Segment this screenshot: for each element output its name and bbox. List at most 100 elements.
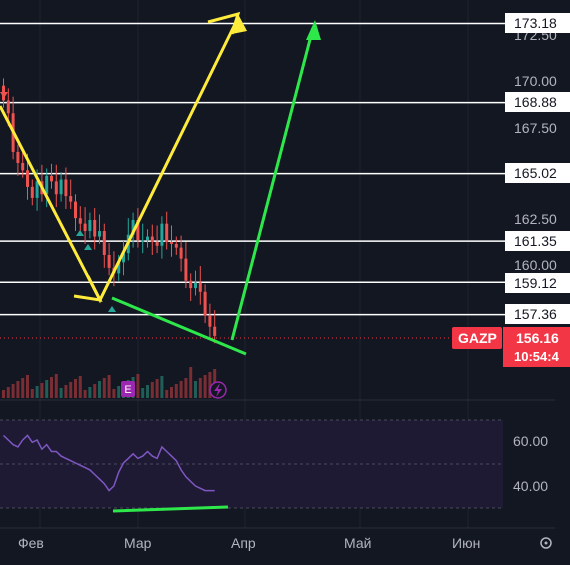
- symbol-label: GAZP: [458, 330, 497, 346]
- candle-body: [160, 223, 164, 246]
- volume-bar: [112, 389, 116, 398]
- candle-body: [184, 258, 188, 281]
- candle-body: [54, 181, 58, 195]
- signal-marker: [76, 230, 84, 236]
- volume-bar: [78, 376, 82, 398]
- volume-bar: [102, 378, 106, 398]
- candle-body: [131, 220, 135, 235]
- volume-bar: [26, 375, 29, 398]
- level-label: 157.36: [514, 306, 557, 322]
- candle-body: [170, 242, 173, 244]
- current-price-label: 156.16: [516, 330, 559, 346]
- level-label: 159.12: [514, 275, 557, 291]
- volume-bar: [160, 376, 164, 398]
- candle-body: [146, 236, 149, 241]
- volume-bars: [2, 367, 217, 398]
- volume-bar: [59, 388, 63, 398]
- level-label: 161.35: [514, 233, 557, 249]
- volume-bar: [83, 390, 87, 398]
- price-tick: 170.00: [514, 73, 557, 89]
- candle-body: [16, 151, 20, 163]
- volume-bar: [11, 384, 15, 398]
- volume-bar: [2, 390, 5, 398]
- lightning-icon[interactable]: [209, 381, 227, 399]
- volume-bar: [45, 380, 49, 398]
- volume-bar: [21, 378, 25, 398]
- candle-body: [155, 242, 159, 246]
- candle-body: [78, 218, 82, 224]
- price-levels: [0, 22, 505, 316]
- volume-bar: [93, 384, 97, 398]
- price-tick: 160.00: [514, 257, 557, 273]
- candle-body: [136, 220, 140, 241]
- earnings-badge[interactable]: E: [121, 381, 135, 397]
- candle-body: [6, 100, 10, 114]
- countdown-label: 10:54:4: [514, 349, 560, 364]
- candle-body: [189, 280, 193, 289]
- rsi-divergence-line: [112, 505, 229, 513]
- volume-bar: [184, 378, 188, 398]
- volume-bar: [194, 381, 197, 398]
- candle-body: [30, 186, 34, 198]
- candle-body: [50, 175, 53, 182]
- volume-bar: [189, 367, 193, 398]
- symbol-price-tag[interactable]: GAZP 156.16 10:54:4: [452, 327, 570, 367]
- settings-icon[interactable]: [540, 537, 552, 549]
- level-label: 165.02: [514, 165, 557, 181]
- candle-body: [98, 231, 101, 237]
- volume-bar: [107, 375, 111, 398]
- time-tick: Мар: [124, 535, 152, 551]
- time-tick: Май: [344, 535, 371, 551]
- rsi-line: [2, 434, 215, 492]
- volume-bar: [88, 387, 92, 398]
- yellow-arrow[interactable]: [0, 11, 247, 304]
- level-label: 168.88: [514, 94, 557, 110]
- green-arrow[interactable]: [111, 20, 321, 356]
- time-tick: Июн: [452, 535, 480, 551]
- candle-body: [69, 196, 73, 202]
- volume-bar: [141, 388, 145, 398]
- candles: [2, 78, 217, 344]
- volume-bar: [74, 379, 77, 398]
- volume-bar: [174, 384, 178, 398]
- price-tick: 162.50: [514, 211, 557, 227]
- volume-bar: [50, 377, 53, 398]
- volume-bar: [69, 382, 73, 398]
- candle-body: [194, 282, 197, 289]
- candle-body: [165, 223, 169, 243]
- volume-bar: [170, 387, 173, 398]
- volume-bar: [155, 379, 159, 398]
- rsi-tick: 60.00: [513, 433, 548, 449]
- candle-body: [150, 236, 154, 243]
- time-tick: Апр: [231, 535, 256, 551]
- candle-body: [141, 240, 145, 242]
- candle-body: [35, 181, 39, 198]
- price-tick: 167.50: [514, 120, 557, 136]
- volume-bar: [16, 381, 20, 398]
- volume-bar: [98, 381, 101, 398]
- candle-body: [102, 231, 106, 255]
- candle-body: [198, 282, 202, 292]
- candle-body: [83, 223, 87, 232]
- volume-bar: [198, 378, 202, 398]
- volume-bar: [64, 385, 68, 398]
- candle-body: [21, 162, 25, 171]
- rsi-pane: [0, 399, 555, 513]
- candle-body: [179, 247, 183, 259]
- candle-body: [174, 243, 178, 248]
- time-tick: Фев: [18, 535, 44, 551]
- candle-body: [213, 326, 217, 336]
- volume-bar: [117, 386, 121, 398]
- level-label: 173.18: [514, 15, 557, 31]
- volume-bar: [6, 387, 10, 398]
- candle-body: [203, 291, 207, 316]
- candle-body: [117, 262, 121, 274]
- signal-marker: [0, 92, 8, 98]
- volume-bar: [40, 383, 44, 398]
- volume-bar: [165, 390, 169, 398]
- volume-bar: [179, 381, 183, 398]
- time-axis[interactable]: Фев Мар Апр Май Июн: [0, 527, 555, 551]
- volume-bar: [208, 372, 212, 398]
- signal-marker: [84, 244, 92, 250]
